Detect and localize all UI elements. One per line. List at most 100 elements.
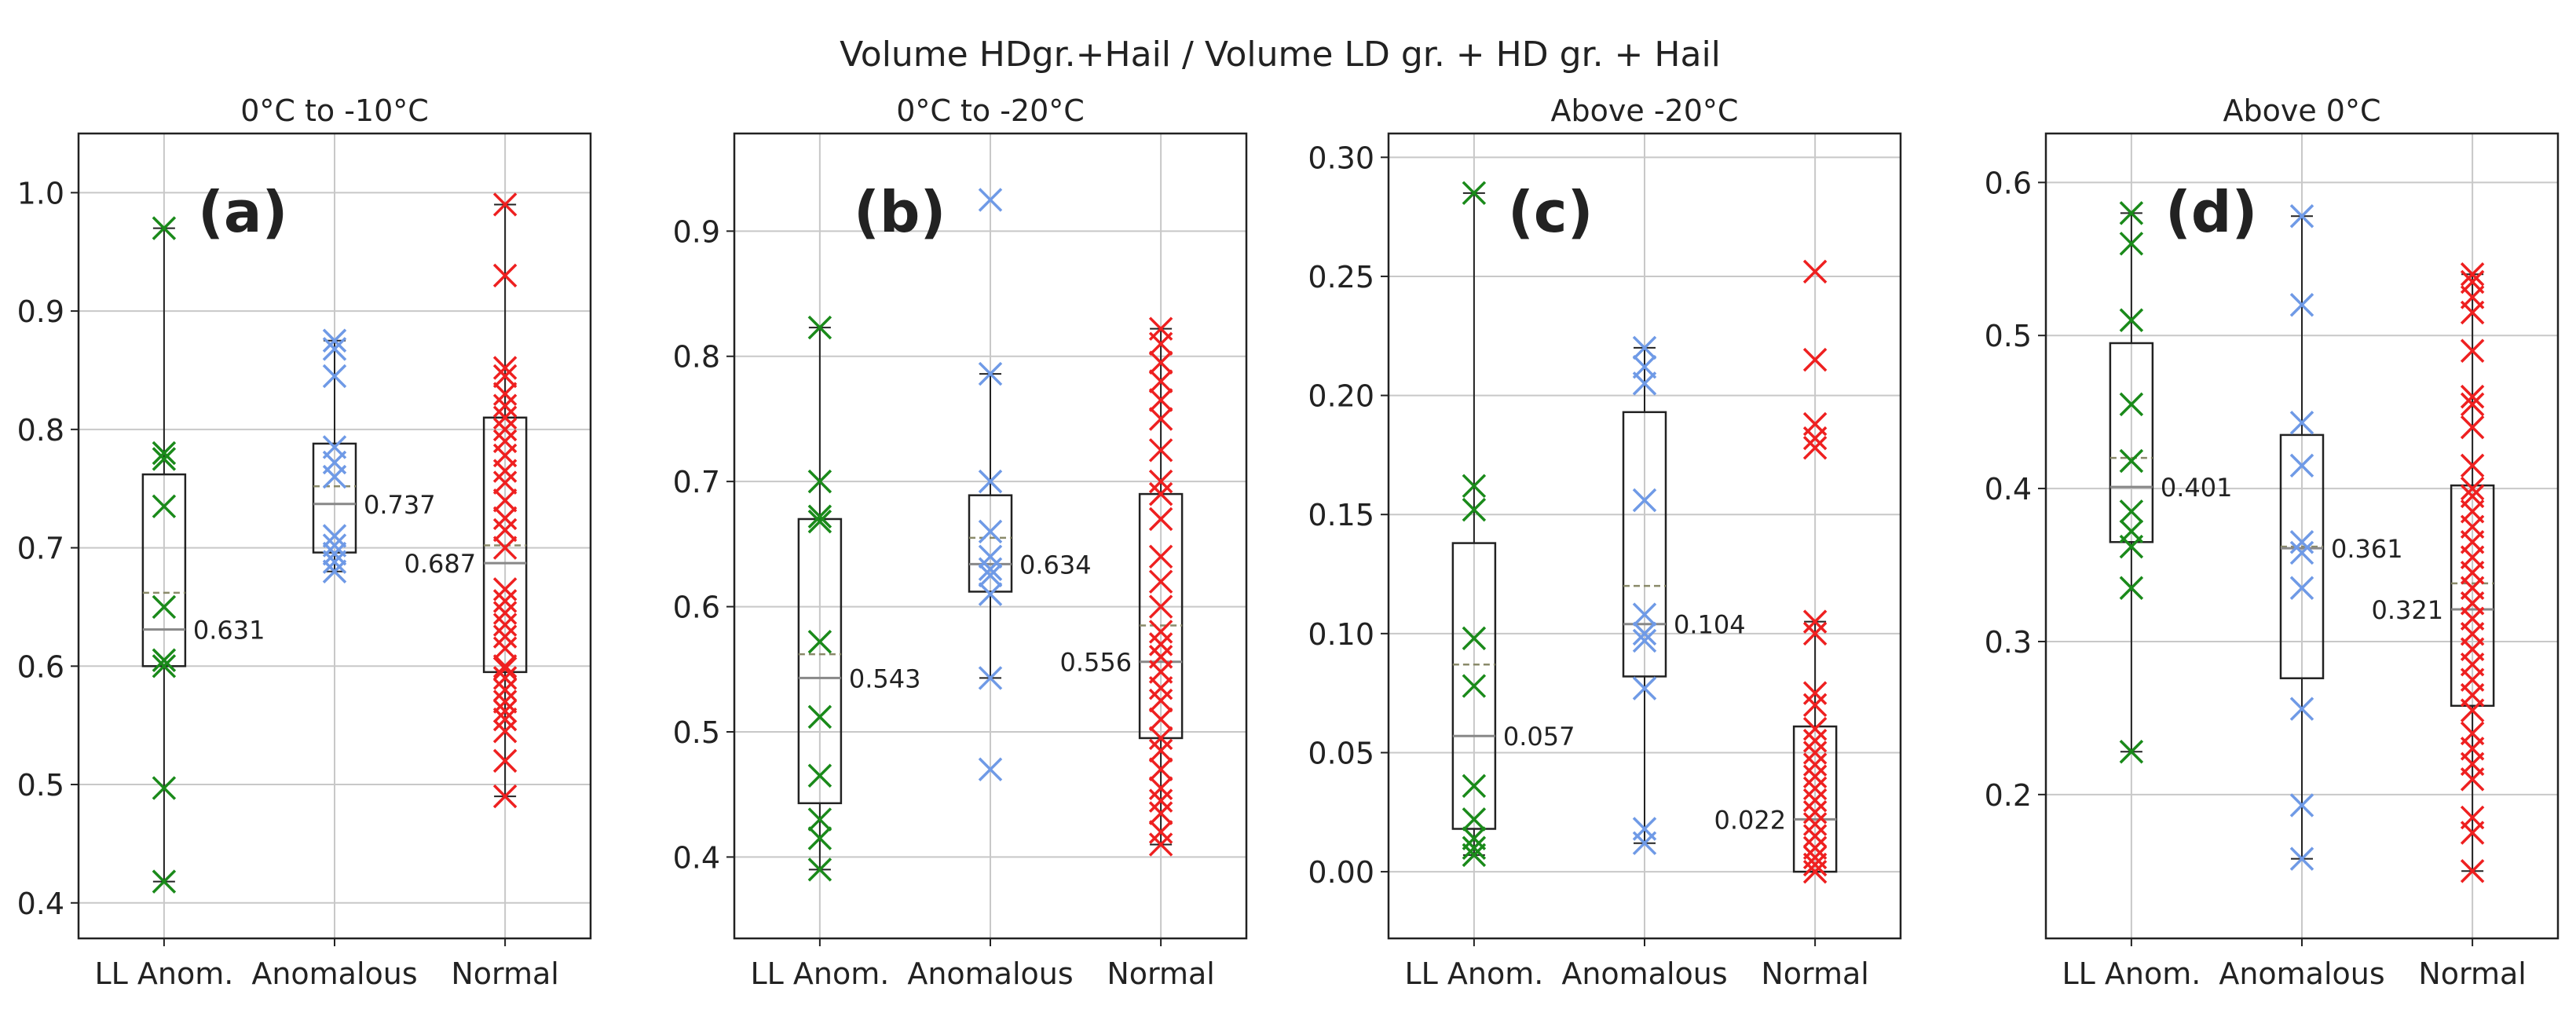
y-tick-label: 0.3 [1985, 625, 2032, 660]
y-tick-label: 0.4 [1985, 472, 2032, 506]
data-point [1632, 621, 1657, 646]
data-point [322, 328, 347, 353]
data-point [2460, 269, 2485, 294]
y-tick-label: 0.6 [1985, 166, 2032, 200]
data-point [1462, 674, 1487, 698]
y-tick-label: 0.10 [1308, 617, 1374, 652]
axes-frame [2044, 132, 2560, 940]
y-tick-label: 0.2 [1985, 778, 2032, 813]
series-normal: 0.687 [404, 192, 528, 809]
data-point [1148, 481, 1173, 506]
data-point [1802, 752, 1828, 777]
data-point [1802, 852, 1828, 877]
series-anomalous: 0.634 [968, 188, 1092, 782]
data-point [1462, 836, 1487, 860]
series-normal: 0.556 [1060, 316, 1184, 857]
data-point [807, 504, 832, 529]
median-label: 0.543 [849, 664, 921, 693]
median-label: 0.361 [2331, 534, 2403, 564]
axes-frame [77, 132, 592, 940]
data-point [152, 594, 177, 620]
y-tick-label: 0.7 [673, 465, 720, 499]
x-tick-label: Normal [2418, 956, 2527, 991]
data-point [492, 719, 518, 744]
data-point [807, 629, 832, 654]
data-point [492, 689, 518, 714]
data-point [1148, 820, 1173, 844]
x-tick-label: Normal [1107, 956, 1215, 991]
data-point [322, 541, 347, 566]
data-point [322, 337, 347, 361]
data-point [807, 315, 832, 340]
data-point [2460, 392, 2485, 417]
median-label: 0.556 [1060, 648, 1132, 678]
data-point [152, 869, 177, 894]
x-tick-label: Anomalous [251, 956, 417, 991]
data-point [2460, 476, 2485, 501]
data-point [978, 188, 1003, 212]
data-point [1148, 506, 1173, 532]
data-point [492, 506, 518, 531]
data-point [1148, 594, 1173, 619]
panel-label: (a) [198, 179, 287, 245]
data-point [1802, 764, 1828, 789]
data-point [1802, 812, 1828, 836]
data-point [978, 582, 1003, 606]
figure-suptitle: Volume HDgr.+Hail / Volume LD gr. + HD g… [840, 35, 1721, 75]
data-point [322, 533, 347, 558]
data-point [492, 589, 518, 613]
axes-frame [1387, 132, 1902, 940]
median-label: 0.737 [364, 490, 436, 520]
y-tick-label: 0.7 [17, 532, 64, 566]
data-point [492, 699, 518, 723]
series-ll-anom: 0.401 [2109, 201, 2232, 764]
data-point [2460, 384, 2485, 409]
data-point [492, 784, 518, 809]
data-point [807, 469, 832, 494]
data-point [1148, 632, 1173, 656]
panel-3: 0.00 0.05 0.10 0.15 0.20 0.25 0.30 LL Anom. Anom… [1308, 93, 1902, 991]
data-point [1802, 729, 1828, 753]
data-point [807, 763, 832, 788]
data-point [492, 613, 518, 637]
y-tick-label: 0.5 [673, 715, 720, 750]
data-point [152, 776, 177, 800]
data-point [1148, 776, 1173, 800]
median-label: 0.057 [1503, 722, 1575, 752]
box [1622, 411, 1667, 678]
data-point [2119, 308, 2144, 332]
data-point [2289, 847, 2314, 871]
data-point [492, 405, 518, 430]
data-point [978, 544, 1003, 569]
data-point [1148, 350, 1173, 375]
data-point [2119, 392, 2144, 417]
data-point [492, 636, 518, 660]
data-point [1802, 609, 1828, 634]
data-point [978, 666, 1003, 690]
data-point [2119, 740, 2144, 764]
data-point [1148, 788, 1173, 813]
data-point [322, 524, 347, 548]
y-tick-label: 0.20 [1308, 379, 1374, 414]
box [968, 494, 1013, 593]
data-point [1462, 843, 1487, 868]
data-point [807, 807, 832, 832]
median-label: 0.104 [1674, 610, 1746, 640]
data-point [1148, 801, 1173, 825]
data-point [2289, 203, 2314, 229]
series-anomalous: 0.737 [312, 328, 436, 583]
data-point [1802, 259, 1828, 284]
data-point [1632, 488, 1657, 513]
data-point [492, 517, 518, 543]
data-point [1462, 826, 1487, 850]
median-label: 0.022 [1714, 805, 1787, 835]
data-point [1632, 602, 1657, 627]
data-point [807, 826, 832, 850]
data-point [2289, 411, 2314, 435]
median-label: 0.634 [1019, 550, 1092, 580]
data-point [492, 707, 518, 732]
series-ll-anom: 0.631 [141, 216, 265, 894]
y-tick-label: 0.9 [673, 214, 720, 249]
data-point [1462, 773, 1487, 799]
